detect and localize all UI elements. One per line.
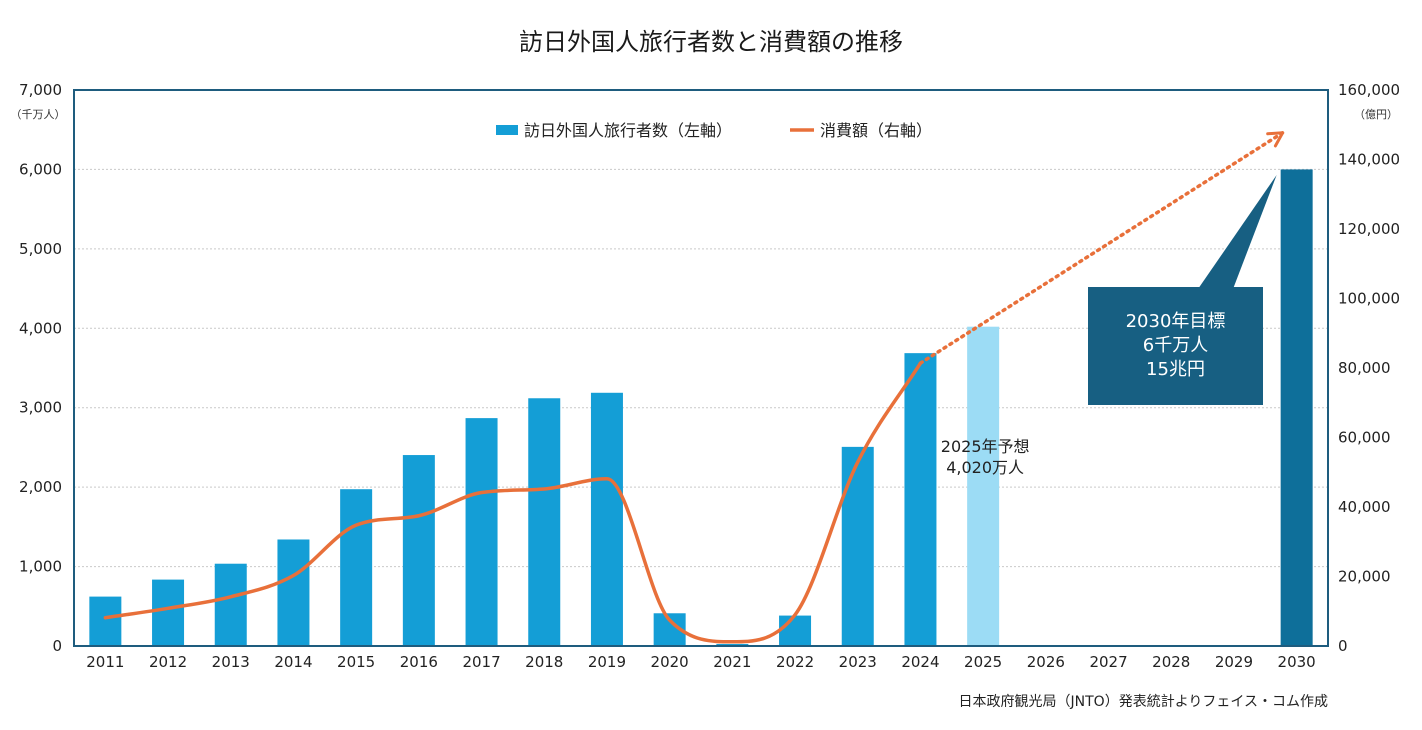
- x-tick-label: 2013: [212, 653, 250, 671]
- y-right-tick-label: 20,000: [1338, 568, 1391, 586]
- x-tick-label: 2029: [1215, 653, 1253, 671]
- chart-title: 訪日外国人旅行者数と消費額の推移: [519, 28, 903, 56]
- bar-2023: [841, 446, 874, 646]
- x-tick-label: 2024: [901, 653, 939, 671]
- target-arrow-head: [1266, 131, 1285, 148]
- bar-2013: [214, 563, 247, 646]
- bar-2030: [1280, 169, 1313, 646]
- bar-2024: [904, 353, 937, 646]
- bar-2019: [590, 392, 623, 646]
- bar-2011: [89, 596, 122, 646]
- bar-2017: [465, 418, 498, 646]
- y-axis-left-unit: （千万人）: [11, 108, 66, 121]
- x-tick-label: 2011: [86, 653, 124, 671]
- x-tick-label: 2019: [588, 653, 626, 671]
- x-tick-label: 2014: [274, 653, 312, 671]
- y-left-tick-label: 6,000: [19, 160, 62, 178]
- callout-2030-line: 6千万人: [1143, 335, 1208, 356]
- bar-2018: [528, 398, 561, 646]
- legend-label-visitors: 訪日外国人旅行者数（左軸）: [524, 121, 732, 140]
- y-right-tick-label: 100,000: [1338, 290, 1400, 308]
- annotation-2025-line: 4,020万人: [946, 458, 1024, 477]
- y-right-tick-label: 140,000: [1338, 151, 1400, 169]
- x-tick-label: 2015: [337, 653, 375, 671]
- x-tick-label: 2020: [651, 653, 689, 671]
- y-right-tick-label: 160,000: [1338, 81, 1400, 99]
- legend-label-spending: 消費額（右軸）: [820, 121, 932, 140]
- x-tick-label: 2012: [149, 653, 187, 671]
- y-axis-left: 0 1,000 2,000 3,000 4,000 5,000 6,000 7,000: [19, 81, 62, 655]
- x-tick-label: 2016: [400, 653, 438, 671]
- callout-box-2030: [1088, 287, 1263, 405]
- source-note: 日本政府観光局（JNTO）発表統計よりフェイス・コム作成: [959, 693, 1328, 710]
- bar-2012: [152, 579, 185, 646]
- annotation-2025-line: 2025年予想: [941, 437, 1030, 456]
- y-right-tick-label: 60,000: [1338, 429, 1391, 447]
- y-left-tick-label: 7,000: [19, 81, 62, 99]
- spending-line: [103, 131, 1285, 644]
- legend-swatch-visitors: [496, 125, 518, 135]
- callout-2030-line: 15兆円: [1146, 359, 1205, 380]
- x-tick-label: 2023: [839, 653, 877, 671]
- x-tick-label: 2025: [964, 653, 1002, 671]
- y-left-tick-label: 1,000: [19, 558, 62, 576]
- y-right-tick-label: 40,000: [1338, 498, 1391, 516]
- bar-2025: [967, 326, 1000, 646]
- x-tick-label: 2030: [1278, 653, 1316, 671]
- x-axis: 2011 2012 2013 2014 2015 2016 2017 2018 2019 2020…: [86, 653, 1315, 671]
- bar-2016: [402, 455, 435, 646]
- y-left-tick-label: 0: [52, 637, 62, 655]
- bar-2015: [340, 489, 373, 646]
- y-left-tick-label: 5,000: [19, 240, 62, 258]
- y-right-tick-label: 0: [1338, 637, 1348, 655]
- x-tick-label: 2026: [1027, 653, 1065, 671]
- legend: 訪日外国人旅行者数（左軸） 消費額（右軸）: [496, 121, 932, 140]
- x-tick-label: 2027: [1089, 653, 1127, 671]
- x-tick-label: 2018: [525, 653, 563, 671]
- y-left-tick-label: 3,000: [19, 399, 62, 417]
- x-tick-label: 2022: [776, 653, 814, 671]
- x-tick-label: 2028: [1152, 653, 1190, 671]
- target-arrow-line: [918, 131, 1285, 365]
- x-tick-label: 2021: [713, 653, 751, 671]
- y-right-tick-label: 80,000: [1338, 359, 1391, 377]
- bar-2022: [779, 615, 812, 646]
- plot-area-frame: [73, 89, 1329, 647]
- bar-2014: [277, 539, 310, 646]
- callout-pointer: [1198, 174, 1277, 289]
- callout-2030-line: 2030年目標: [1126, 311, 1226, 332]
- y-axis-right: 0 20,000 40,000 60,000 80,000 100,000 120,000 1…: [1338, 81, 1400, 655]
- y-axis-right-unit: （億円）: [1354, 108, 1398, 121]
- bars: [89, 169, 1313, 646]
- y-left-tick-label: 4,000: [19, 319, 62, 337]
- y-left-tick-label: 2,000: [19, 478, 62, 496]
- y-right-tick-label: 120,000: [1338, 220, 1400, 238]
- x-tick-label: 2017: [462, 653, 500, 671]
- annotations: 2025年予想 4,020万人 2030年目標 6千万人 15兆円: [941, 174, 1277, 477]
